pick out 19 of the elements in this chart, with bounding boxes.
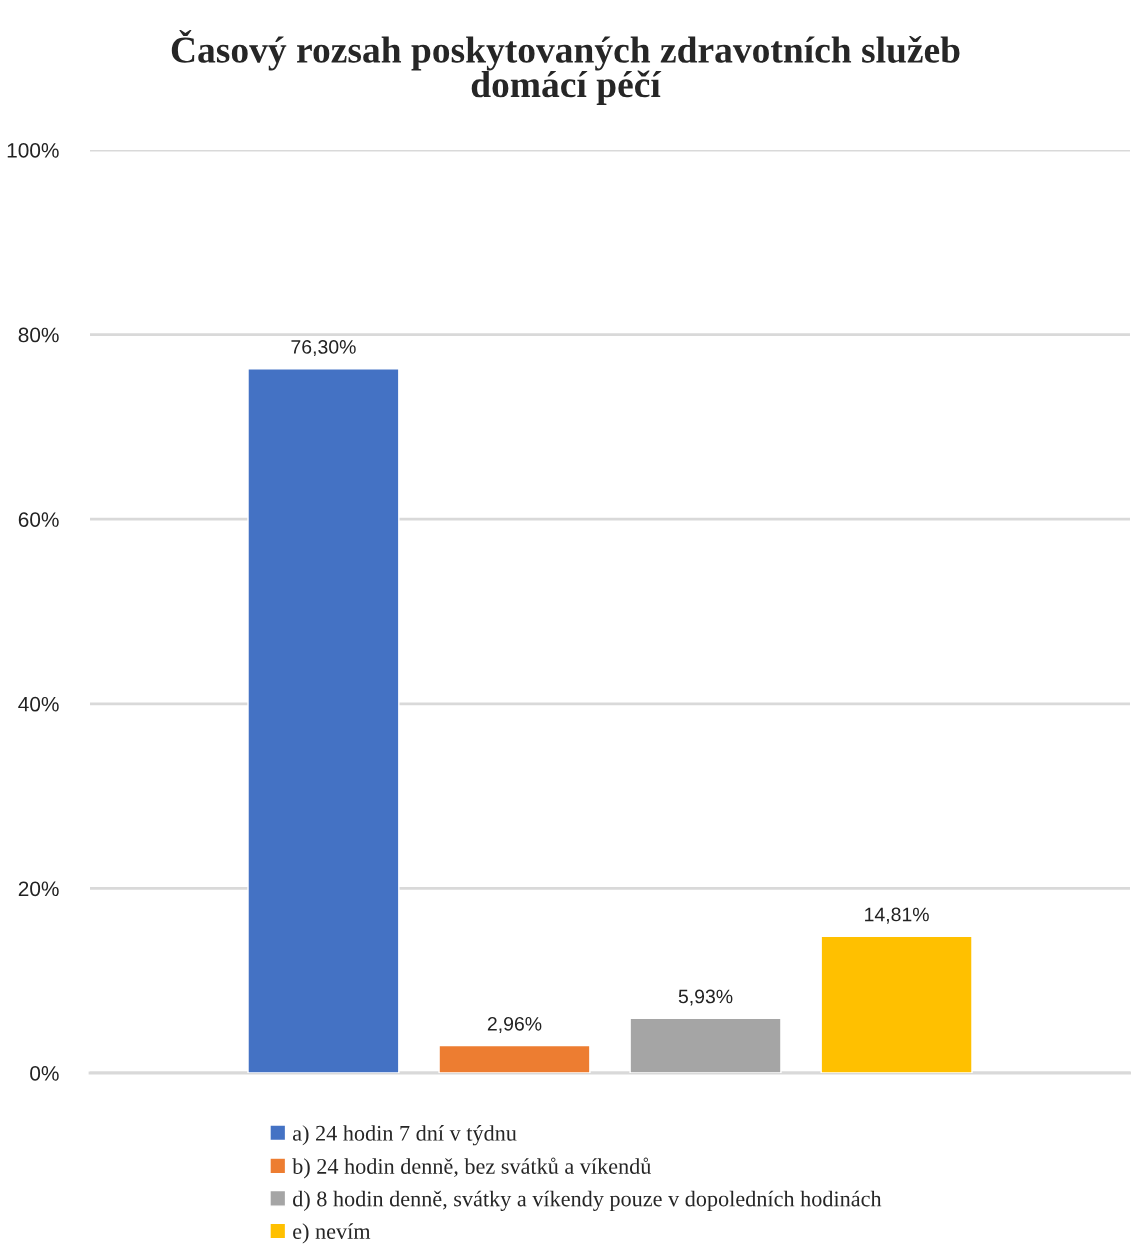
bar [629,1017,782,1073]
y-tick-label: 100% [7,143,59,158]
bar [438,1044,591,1073]
bar [820,935,973,1073]
legend-label: d) 8 hodin denně, svátky a víkendy pouze v dopoledních hodinách [293,1190,882,1211]
data-label: 2,96% [487,1016,542,1034]
legend-label: e) nevím [293,1223,371,1244]
y-tick-label: 20% [18,881,59,897]
chart-title: Časový rozsah poskytovaných zdravotních služeb domácí péčí [171,30,960,105]
legend-label: a) 24 hodin 7 dní v týdnu [293,1125,517,1146]
data-label: 76,30% [291,340,356,357]
data-label: 14,81% [865,907,929,924]
y-tick-label: 80% [18,327,59,343]
data-label: 5,93% [678,989,733,1006]
legend-label: b) 24 hodin denně, bez svátků a víkendů [292,1157,652,1179]
y-tick-label: 40% [18,696,59,712]
y-tick-label: 0% [30,1066,59,1081]
bar [247,368,400,1073]
y-tick-label: 60% [18,512,59,527]
